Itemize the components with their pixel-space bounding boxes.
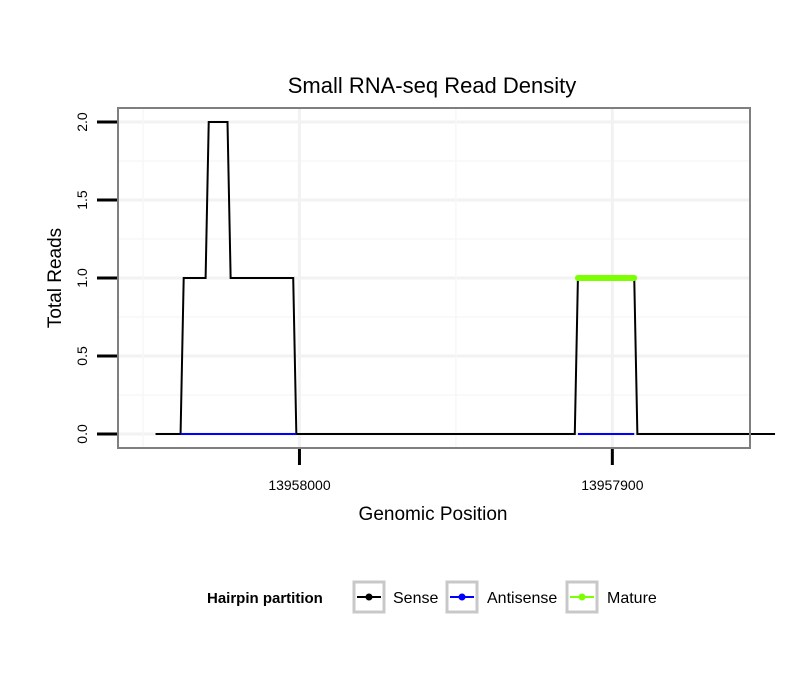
legend-dot-antisense [458,593,466,601]
y-tick-label: 1.0 [74,268,90,288]
chart-title: Small RNA-seq Read Density [288,73,577,98]
legend-label-antisense: Antisense [487,590,557,607]
legend: Hairpin partition Sense Antisense Mature [207,580,657,614]
x-tick-label: 13958000 [268,477,331,493]
series-layer [155,121,776,435]
grid [118,108,750,448]
y-tick-label: 1.5 [74,190,90,210]
legend-label-mature: Mature [607,590,657,607]
y-tick-label: 0.0 [74,424,90,444]
plot-frame [117,107,751,449]
x-axis-label: Genomic Position [359,504,508,525]
x-tick-label: 13957900 [581,477,644,493]
legend-dot-mature [578,593,586,601]
legend-title: Hairpin partition [207,590,323,607]
y-tick-label: 2.0 [74,112,90,132]
y-tick-label: 0.5 [74,346,90,366]
legend-dot-sense [365,593,373,601]
y-axis-label: Total Reads [45,228,66,328]
axes: 0.0 0.5 1.0 1.5 2.0 13958000 13957900 [74,112,644,493]
legend-label-sense: Sense [393,590,438,607]
